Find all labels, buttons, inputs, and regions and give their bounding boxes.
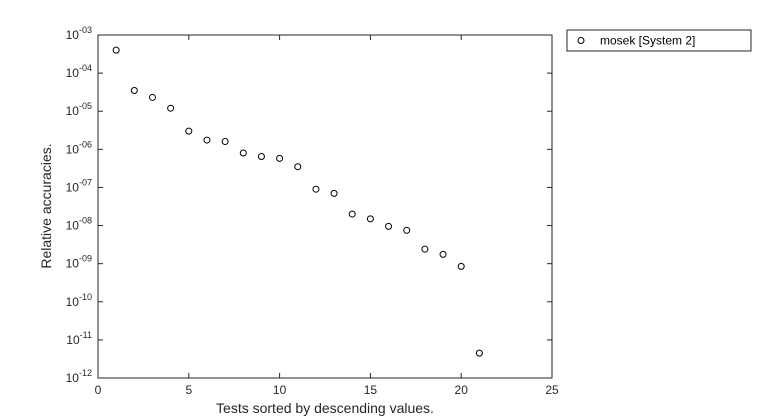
legend-box [566, 29, 752, 52]
y-tick-label: 10-04 [66, 63, 92, 80]
y-tick-label: 10-11 [66, 330, 92, 347]
x-tick-label: 0 [95, 383, 102, 397]
data-point [475, 349, 483, 357]
data-point [421, 245, 429, 253]
data-point [276, 154, 284, 162]
data-point [294, 163, 302, 171]
data-point [330, 189, 338, 197]
y-tick-label: 10-09 [66, 254, 92, 271]
data-point [221, 138, 229, 146]
data-point [148, 93, 156, 101]
x-tick-label: 25 [545, 383, 559, 397]
legend-marker [577, 37, 585, 44]
data-point [130, 86, 138, 94]
y-tick-label: 10-07 [66, 177, 92, 194]
x-tick-label: 20 [455, 383, 469, 397]
y-tick-label: 10-03 [66, 25, 92, 42]
y-tick-label: 10-08 [66, 216, 92, 233]
y-axis-label: Relative accuracies. [38, 143, 54, 268]
y-tick-label: 10-12 [66, 368, 92, 385]
data-point [167, 104, 175, 112]
data-point [439, 250, 447, 258]
data-point [185, 127, 193, 135]
y-tick-label: 10-06 [66, 139, 92, 156]
data-point [312, 185, 320, 193]
data-point [403, 226, 411, 234]
data-point [203, 136, 211, 144]
y-tick-label: 10-10 [66, 292, 92, 309]
x-axis-label: Tests sorted by descending values. [216, 400, 434, 416]
data-point [112, 46, 120, 54]
legend-label: mosek [System 2] [600, 34, 695, 48]
data-point [257, 152, 265, 160]
x-tick-label: 10 [273, 383, 287, 397]
data-point [366, 215, 374, 223]
data-point [239, 149, 247, 157]
data-point [348, 210, 356, 218]
y-tick-label: 10-05 [66, 101, 92, 118]
data-point [385, 222, 393, 230]
data-point [457, 262, 465, 270]
x-tick-label: 5 [185, 383, 192, 397]
x-tick-label: 15 [364, 383, 378, 397]
plot-area-frame [97, 34, 553, 379]
